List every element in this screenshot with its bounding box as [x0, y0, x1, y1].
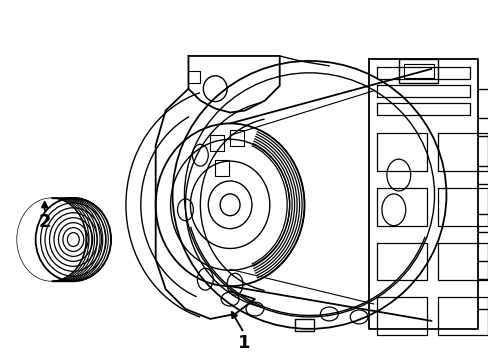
Text: 2: 2: [38, 213, 51, 231]
Text: 1: 1: [238, 333, 250, 351]
